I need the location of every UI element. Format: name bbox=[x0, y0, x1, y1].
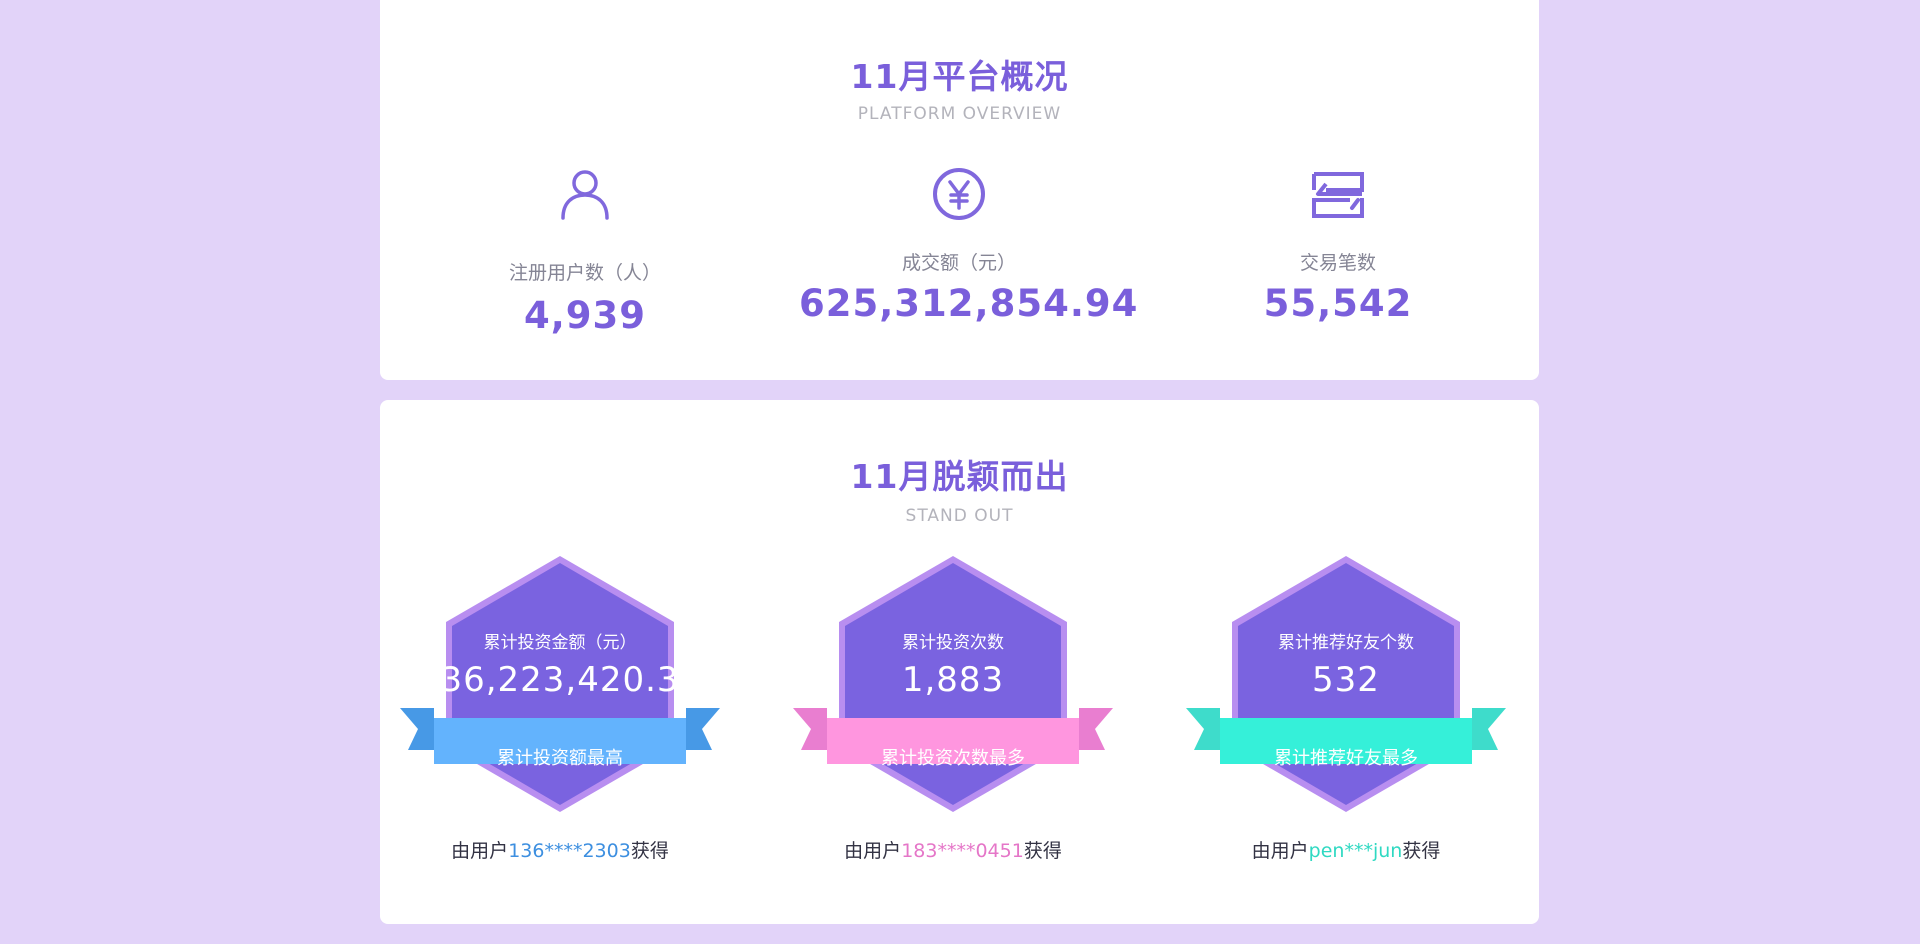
badge-label: 累计推荐好友个数 bbox=[1278, 633, 1414, 653]
ribbon-right-fold bbox=[686, 708, 720, 750]
platform-overview-card: 11月平台概况 PLATFORM OVERVIEW 注册用户数（人） 4,939… bbox=[380, 0, 1539, 380]
owner-id: 136****2303 bbox=[508, 840, 631, 862]
badge-value: 1,883 bbox=[901, 660, 1005, 700]
standout-title: 11月脱颖而出 bbox=[850, 457, 1069, 496]
owner-suffix: 获得 bbox=[1402, 840, 1441, 862]
ribbon-left-fold bbox=[1186, 708, 1220, 750]
badge-label: 累计投资金额（元） bbox=[483, 633, 637, 653]
ribbon-band bbox=[1220, 718, 1472, 764]
badge-owner: 由用户183****0451获得 bbox=[793, 836, 1113, 863]
badge-value: 532 bbox=[1312, 660, 1380, 700]
overview-title: 11月平台概况 bbox=[850, 57, 1069, 96]
user-icon bbox=[561, 170, 609, 220]
yuan-coin-icon bbox=[933, 168, 985, 220]
stat-label: 注册用户数（人） bbox=[508, 262, 661, 284]
owner-suffix: 获得 bbox=[630, 840, 669, 862]
stat-value: 625,312,854.94 bbox=[799, 282, 1139, 325]
owner-id: pen***jun bbox=[1308, 840, 1403, 862]
ribbon-band bbox=[827, 718, 1079, 764]
badge-owner: 由用户pen***jun获得 bbox=[1186, 836, 1506, 863]
badge-value: 36,223,420.3 bbox=[440, 660, 680, 700]
hexagon-badge-icon bbox=[400, 556, 720, 812]
stat-value: 55,542 bbox=[1263, 282, 1413, 325]
owner-prefix: 由用户 bbox=[844, 840, 902, 862]
owner-prefix: 由用户 bbox=[451, 840, 509, 862]
ribbon-label: 累计投资次数最多 bbox=[881, 748, 1025, 769]
stat-label: 成交额（元） bbox=[901, 252, 1016, 274]
badge-top-referrals: 累计推荐好友个数 532 累计推荐好友最多 由用户pen***jun获得 bbox=[1186, 554, 1506, 862]
ribbon-label: 累计推荐好友最多 bbox=[1274, 748, 1418, 769]
ribbon-left-fold bbox=[793, 708, 827, 750]
badge-top-investment-amount: 累计投资金额（元） 36,223,420.3 累计投资额最高 由用户136***… bbox=[400, 554, 720, 862]
stat-value: 4,939 bbox=[523, 294, 647, 337]
owner-suffix: 获得 bbox=[1023, 840, 1062, 862]
badge-owner: 由用户136****2303获得 bbox=[400, 836, 720, 863]
owner-id: 183****0451 bbox=[901, 840, 1024, 862]
transaction-icon bbox=[1312, 172, 1364, 218]
owner-prefix: 由用户 bbox=[1251, 840, 1309, 862]
ribbon-left-fold bbox=[400, 708, 434, 750]
ribbon-right-fold bbox=[1472, 708, 1506, 750]
badge-label: 累计投资次数 bbox=[902, 633, 1004, 653]
badge-top-investment-count: 累计投资次数 1,883 累计投资次数最多 由用户183****0451获得 bbox=[793, 554, 1113, 862]
ribbon-right-fold bbox=[1079, 708, 1113, 750]
ribbon-label: 累计投资额最高 bbox=[497, 748, 623, 769]
ribbon-band bbox=[434, 718, 686, 764]
overview-subtitle: PLATFORM OVERVIEW bbox=[857, 104, 1062, 124]
hexagon-badge-icon bbox=[793, 556, 1113, 812]
standout-subtitle: STAND OUT bbox=[905, 506, 1014, 526]
stand-out-card: 11月脱颖而出 STAND OUT 累计投资金额（元） 36,223,420.3… bbox=[380, 400, 1539, 924]
stat-label: 交易笔数 bbox=[1299, 252, 1376, 274]
hexagon-badge-icon bbox=[1186, 556, 1506, 812]
